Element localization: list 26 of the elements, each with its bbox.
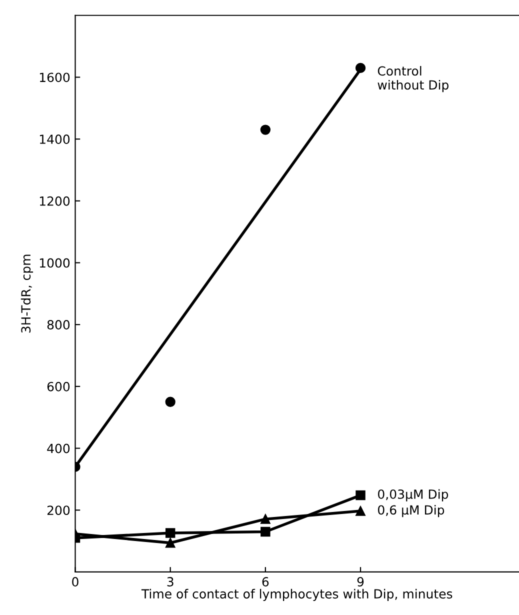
x-tick-label: 3 [167,577,174,586]
x-tick-label: 0 [72,577,78,586]
series-label: Control without Dip [378,66,448,92]
y-tick-label: 800 [47,320,70,330]
y-tick-label: 600 [47,382,70,392]
x-tick-label: 9 [357,577,364,586]
point [356,490,366,500]
y-tick-label: 1400 [40,134,70,144]
point [355,62,366,74]
y-tick-label: 400 [47,444,70,454]
point [356,506,366,516]
point [260,526,270,537]
point [165,538,176,548]
x-axis-title: Time of contact of lymphocytes with Dip, minutes [141,588,452,602]
y-tick-label: 1200 [40,196,70,206]
series-label: 0,03μM Dip [378,489,448,502]
y-axis-title: 3H-TdR, cpm [20,254,34,333]
x-tick-label: 6 [262,577,269,586]
point [260,514,270,524]
series-label: 0,6 μM Dip [378,504,444,518]
y-tick-label: 1600 [40,72,70,82]
point [260,124,271,135]
y-tick-label: 1000 [40,258,70,268]
y-tick-label: 200 [47,506,70,516]
point [165,396,176,407]
point [165,528,176,538]
